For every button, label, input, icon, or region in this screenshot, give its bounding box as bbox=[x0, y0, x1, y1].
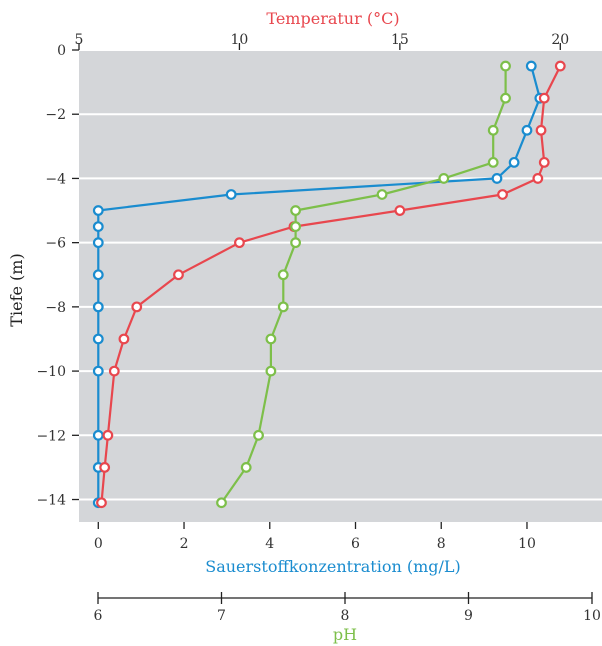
top-tick-label: 5 bbox=[75, 32, 84, 48]
ph-series-line bbox=[220, 66, 507, 504]
grid bbox=[79, 49, 602, 501]
temperature-data-point bbox=[394, 205, 406, 216]
temperature-data-point bbox=[131, 301, 143, 313]
ph-data-point bbox=[277, 301, 289, 313]
y-tick-label: −14 bbox=[36, 493, 66, 509]
top-axis-title: Temperatur (°C) bbox=[266, 9, 399, 28]
temperature-data-point bbox=[234, 237, 245, 249]
temperature-data-point bbox=[538, 156, 550, 168]
ph-axis-title: pH bbox=[333, 625, 357, 644]
oxygen-data-point bbox=[92, 333, 104, 345]
series-layer bbox=[92, 60, 566, 509]
ph-data-point bbox=[277, 269, 289, 281]
oxygen-data-point bbox=[508, 156, 520, 168]
y-tick-label: −2 bbox=[45, 107, 66, 123]
oxygen-data-point bbox=[92, 237, 104, 249]
temperature-data-point bbox=[538, 92, 550, 104]
ph-data-point bbox=[500, 92, 511, 104]
ph-data-point bbox=[376, 189, 388, 200]
bottom-tick-label: 2 bbox=[180, 536, 189, 552]
y-axis-title: Tiefe (m) bbox=[7, 253, 26, 326]
ph-data-point bbox=[240, 462, 252, 473]
temperature-data-point bbox=[532, 173, 544, 184]
bottom-axis-title: Sauerstoffkonzentration (mg/L) bbox=[205, 557, 461, 576]
ph-data-point bbox=[487, 156, 499, 168]
ph-data-point bbox=[500, 60, 511, 72]
ph-data-point bbox=[216, 497, 227, 509]
temperature-data-point bbox=[102, 429, 114, 441]
top-tick-label: 20 bbox=[551, 32, 569, 48]
oxygen-series-line bbox=[97, 65, 541, 503]
top-tick-label: 10 bbox=[231, 32, 249, 48]
temperature-data-point bbox=[108, 365, 120, 377]
temperature-series-line bbox=[100, 65, 562, 503]
ph-data-point bbox=[290, 221, 302, 232]
bottom-tick-label: 10 bbox=[518, 536, 536, 552]
oxygen-data-point bbox=[92, 429, 104, 441]
ph-data-point bbox=[290, 205, 302, 216]
ph-tick-label: 9 bbox=[464, 608, 473, 624]
y-tick-label: −8 bbox=[45, 300, 66, 316]
oxygen-data-point bbox=[92, 221, 104, 232]
y-tick-label: −6 bbox=[45, 236, 66, 252]
temperature-data-point bbox=[173, 269, 184, 281]
oxygen-data-point bbox=[92, 269, 104, 281]
axes-layer: 0 −2 −4 −6 −8 −10 −12 −14 5 10 15 20 0 2 4 6 8 10 6 7 8 9 10 bbox=[36, 32, 600, 624]
y-tick-label: 0 bbox=[57, 43, 66, 59]
top-tick-label: 15 bbox=[391, 32, 409, 48]
bottom-tick-label: 8 bbox=[437, 536, 446, 552]
ph-tick-label: 7 bbox=[217, 608, 226, 624]
bottom-tick-label: 4 bbox=[265, 536, 274, 552]
bottom-tick-label: 6 bbox=[351, 536, 360, 552]
oxygen-data-point bbox=[491, 173, 503, 184]
temperature-data-point bbox=[118, 333, 130, 345]
temperature-data-point bbox=[554, 60, 566, 72]
ph-tick-label: 8 bbox=[341, 608, 350, 624]
oxygen-data-point bbox=[525, 60, 537, 72]
ph-data-point bbox=[265, 333, 277, 345]
bottom-tick-label: 0 bbox=[94, 536, 103, 552]
temperature-data-point bbox=[99, 462, 111, 473]
ph-data-point bbox=[487, 124, 499, 136]
temperature-data-point bbox=[497, 189, 508, 200]
oxygen-data-point bbox=[225, 189, 237, 200]
ph-data-point bbox=[290, 237, 302, 249]
oxygen-data-point bbox=[92, 205, 104, 216]
y-tick-label: −4 bbox=[45, 171, 66, 187]
oxygen-data-point bbox=[521, 124, 533, 136]
oxygen-data-point bbox=[92, 365, 104, 377]
ph-data-point bbox=[438, 173, 450, 184]
ph-data-point bbox=[265, 365, 277, 377]
ph-tick-label: 6 bbox=[94, 608, 103, 624]
temperature-data-point bbox=[96, 497, 107, 509]
y-tick-label: −12 bbox=[36, 428, 66, 444]
plot-area bbox=[79, 50, 602, 522]
ph-data-point bbox=[253, 429, 264, 441]
temperature-data-point bbox=[535, 124, 547, 136]
oxygen-data-point bbox=[92, 301, 104, 313]
y-tick-label: −10 bbox=[36, 364, 66, 380]
ph-tick-label: 10 bbox=[583, 608, 601, 624]
